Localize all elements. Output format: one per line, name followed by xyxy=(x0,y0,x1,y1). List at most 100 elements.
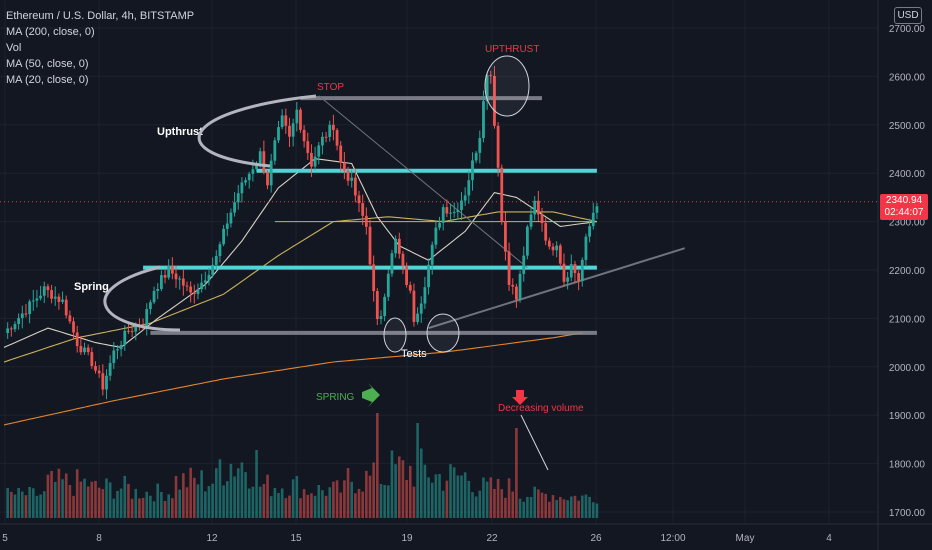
volume-bar xyxy=(204,491,207,518)
candle-body xyxy=(529,214,533,227)
ma20-legend[interactable]: MA (20, close, 0) xyxy=(6,74,89,86)
volume-bar xyxy=(372,462,375,518)
candle-body xyxy=(61,299,64,302)
volume-bar xyxy=(306,494,310,518)
volume-bar xyxy=(214,468,218,518)
volume-bar xyxy=(463,472,467,518)
volume-bar xyxy=(485,481,489,518)
candle-body xyxy=(412,290,416,322)
chart-legend: Ethereum / U.S. Dollar, 4h, BITSTAMP MA … xyxy=(6,8,194,88)
volume-bar xyxy=(324,495,328,518)
candle-body xyxy=(218,244,222,256)
candle-body xyxy=(273,140,277,161)
volume-bar xyxy=(152,501,156,518)
volume-bar xyxy=(591,502,595,518)
ma50-legend[interactable]: MA (50, close, 0) xyxy=(6,58,89,70)
volume-bar xyxy=(222,485,225,518)
volume-bar xyxy=(474,496,478,518)
candle-body xyxy=(328,124,332,137)
volume-bar xyxy=(171,498,174,518)
candle-body xyxy=(419,303,423,314)
volume-bar xyxy=(529,496,533,518)
volume-bars xyxy=(6,413,599,518)
volume-bar xyxy=(229,463,233,518)
volume-bar xyxy=(354,493,357,518)
x-tick-label: 8 xyxy=(96,533,102,544)
volume-bar xyxy=(200,470,203,518)
volume-bar xyxy=(544,493,547,518)
currency-button[interactable]: USD xyxy=(894,7,922,24)
volume-bar xyxy=(57,468,61,518)
volume-bar xyxy=(233,476,236,518)
volume-bar xyxy=(299,498,302,518)
volume-bar xyxy=(496,478,500,518)
vol-legend[interactable]: Vol xyxy=(6,42,22,54)
volume-bar xyxy=(313,495,317,518)
candle-body xyxy=(540,214,544,224)
volume-bar xyxy=(390,450,394,518)
candle-body xyxy=(42,286,46,296)
candle-body xyxy=(145,309,149,327)
volume-bar xyxy=(130,498,134,518)
volume-bar xyxy=(401,460,405,518)
volume-bar xyxy=(310,493,313,518)
candle-body xyxy=(357,195,361,204)
candle-body xyxy=(75,332,79,347)
candle-body xyxy=(441,207,445,223)
volume-bar xyxy=(548,501,551,518)
volume-bar xyxy=(361,491,364,518)
stop-trendline xyxy=(318,95,528,268)
y-tick-label: 2400.00 xyxy=(889,169,926,180)
volume-bar xyxy=(478,490,482,518)
ma200-legend[interactable]: MA (200, close, 0) xyxy=(6,26,95,38)
candle-body xyxy=(478,138,482,153)
candle-body xyxy=(233,202,236,213)
horizontal-levels xyxy=(0,95,878,335)
candle-body xyxy=(222,228,225,245)
candle-body xyxy=(339,145,343,163)
bar-countdown: 02:44:07 xyxy=(884,207,924,218)
ma50-line xyxy=(3,211,598,363)
y-tick-label: 1700.00 xyxy=(889,508,926,519)
volume-bar xyxy=(511,491,515,518)
candle-body xyxy=(203,280,207,283)
y-tick-label: 2600.00 xyxy=(889,72,926,83)
volume-bar xyxy=(423,464,427,518)
candle-body xyxy=(57,296,61,302)
volume-bar xyxy=(160,491,163,518)
candle-body xyxy=(496,125,500,168)
spring-arrow xyxy=(362,383,380,407)
price-axis[interactable]: 1700.00 1800.00 1900.00 2000.00 2100.00 2200.… xyxy=(877,0,926,550)
time-axis[interactable]: 5 8 12 15 19 22 26 12:00 May 4 xyxy=(0,523,932,544)
candle-body xyxy=(83,347,86,353)
volume-bar xyxy=(504,497,507,518)
volume-bar xyxy=(185,487,189,518)
volume-bar xyxy=(258,486,262,518)
volume-bar xyxy=(573,495,577,518)
candle-body xyxy=(460,200,463,211)
volume-bar xyxy=(53,481,57,518)
volume-bar xyxy=(21,491,24,518)
candle-body xyxy=(438,222,441,228)
volume-bar xyxy=(562,499,566,518)
x-tick-label: 15 xyxy=(290,533,302,544)
candle-body xyxy=(152,290,156,303)
volume-bar xyxy=(134,488,138,518)
volume-bar xyxy=(240,462,244,518)
volume-bar xyxy=(500,489,504,518)
candle-body xyxy=(101,373,105,390)
candle-body xyxy=(390,253,394,274)
candle-body xyxy=(196,289,200,295)
candle-body xyxy=(456,210,460,213)
candle-body xyxy=(178,278,182,280)
candle-body xyxy=(266,172,269,186)
x-tick-label: 4 xyxy=(826,533,832,544)
candle-body xyxy=(255,163,258,170)
x-tick-label: 12 xyxy=(206,533,218,544)
volume-bar xyxy=(383,485,386,518)
candle-body xyxy=(445,207,449,214)
volume-bar xyxy=(269,496,273,518)
volume-bar xyxy=(116,490,119,518)
candle-body xyxy=(580,259,584,281)
